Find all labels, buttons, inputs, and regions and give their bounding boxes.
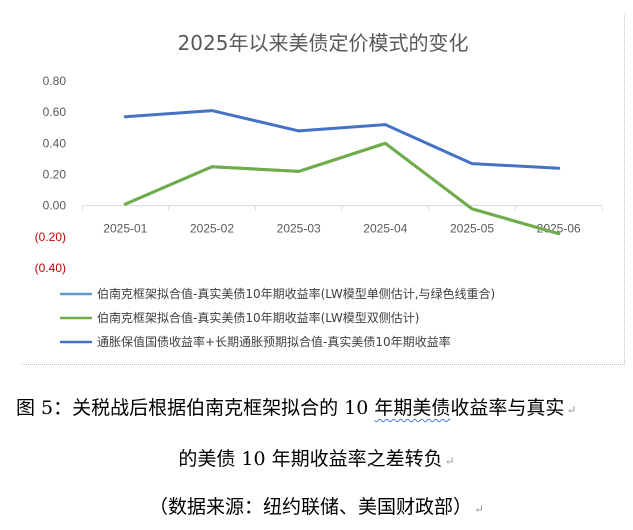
paragraph-mark: ↵ [444,454,455,468]
chart-title: 2025年以来美债定价模式的变化 [178,31,469,55]
figure-caption-line-2: 的美债 10 年期收益率之差转负 ↵ [0,444,633,471]
series-line-2 [123,141,561,236]
line-chart: 2025年以来美债定价模式的变化 0.80 0.60 0.40 0.20 0.00 (0.… [35,31,603,349]
x-tick-label: 2025-06 [537,222,581,236]
y-tick-label: 0.80 [43,74,67,88]
y-tick-label: 0.00 [43,199,67,213]
x-tick-label: 2025-01 [103,222,147,236]
chart-legend: 伯南克框架拟合值-真实美债10年期收益率(LW模型单侧估计,与绿色线重合) 伯南克… [60,286,495,349]
y-tick-label: 0.20 [43,168,67,182]
caption-text-end: 收益率与真实 [450,397,565,419]
paragraph-mark: ↵ [566,403,577,417]
x-tick-label: 2025-05 [450,222,494,236]
source-text: （数据来源：纽约联储、美国财政部） [148,496,472,518]
chart-container: 2025年以来美债定价模式的变化 0.80 0.60 0.40 0.20 0.00 (0.… [22,14,625,365]
x-tick-label: 2025-04 [363,222,407,236]
legend-label-2: 伯南克框架拟合值-真实美债10年期收益率(LW模型双侧估计) [97,310,419,325]
legend-label-3: 通胀保值国债收益率+长期通胀预期拟合值-真实美债10年期收益率 [97,334,451,349]
caption-text-start: 图 5：关税战后根据伯南克框架拟合的 10 [16,397,375,419]
chart-axes: 0.80 0.60 0.40 0.20 0.00 (0.20) (0.40) 2025-01 2… [35,74,603,275]
data-source-note: （数据来源：纽约联储、美国财政部） ↵ [0,492,633,519]
paragraph-mark: ↵ [473,502,485,516]
y-tick-label: (0.20) [35,230,66,244]
caption-text-underlined: 年期美债 [374,397,451,419]
x-tick-label: 2025-03 [277,222,321,236]
y-tick-label: 0.60 [43,105,67,119]
y-tick-label: (0.40) [35,261,66,275]
legend-label-1: 伯南克框架拟合值-真实美债10年期收益率(LW模型单侧估计,与绿色线重合) [97,286,495,301]
series-line-3 [123,109,561,170]
figure-caption-line-1: 图 5：关税战后根据伯南克框架拟合的 10 年期美债收益率与真实 ↵ [0,393,633,420]
y-tick-label: 0.40 [43,136,67,150]
chart-series [123,109,561,236]
x-tick-label: 2025-02 [190,222,234,236]
caption-text-line2: 的美债 10 年期收益率之差转负 [178,448,443,470]
